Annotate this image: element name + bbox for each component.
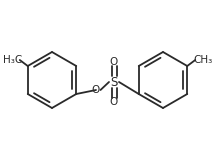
Text: O: O bbox=[110, 97, 118, 107]
Text: O: O bbox=[110, 57, 118, 67]
Text: S: S bbox=[110, 75, 118, 89]
Text: H₃C: H₃C bbox=[3, 55, 22, 65]
Text: O: O bbox=[92, 85, 100, 95]
Text: CH₃: CH₃ bbox=[194, 55, 213, 65]
